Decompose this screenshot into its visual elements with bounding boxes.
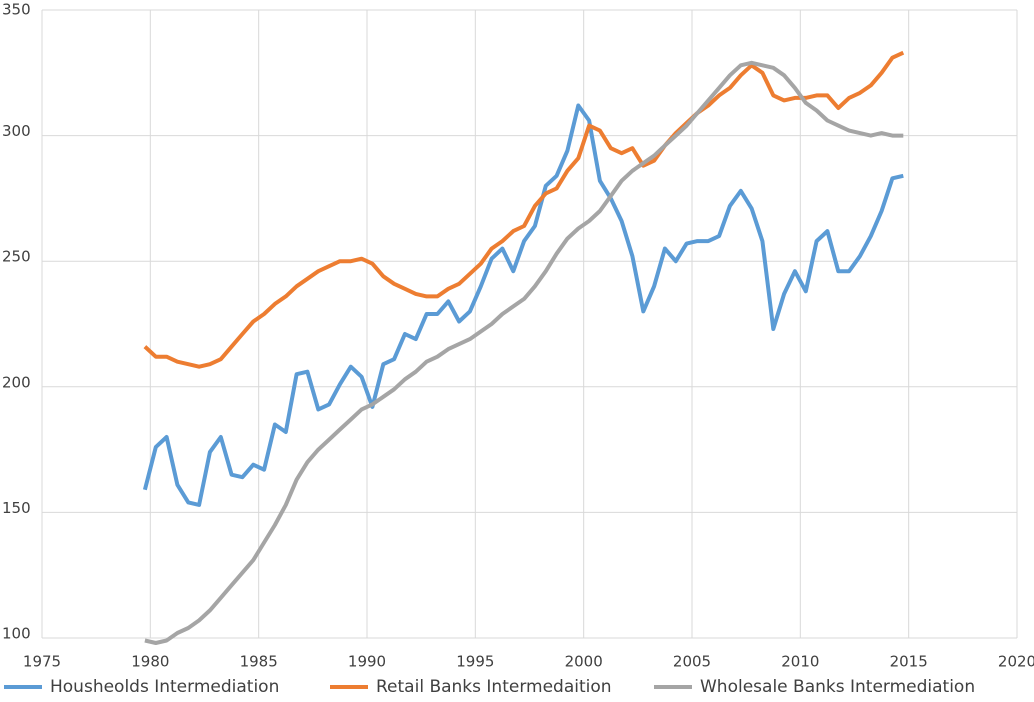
y-tick-label: 100: [2, 625, 31, 643]
x-tick-label: 1975: [23, 653, 61, 671]
y-tick-label: 350: [2, 1, 31, 19]
legend-label: Retail Banks Intermedaition: [376, 677, 612, 697]
x-tick-label: 2010: [781, 653, 819, 671]
x-tick-label: 2020: [998, 653, 1034, 671]
legend-label: Wholesale Banks Intermediation: [700, 677, 975, 697]
x-tick-label: 1985: [240, 653, 278, 671]
x-tick-label: 1980: [131, 653, 169, 671]
x-tick-label: 2000: [565, 653, 603, 671]
legend: Housheolds Intermediation Retail Banks In…: [4, 677, 975, 697]
x-tick-label: 2005: [673, 653, 711, 671]
series-line: [144, 60, 904, 645]
y-tick-label: 300: [2, 122, 31, 140]
y-tick-label: 200: [2, 373, 31, 391]
series-line: [143, 50, 905, 369]
series-line: [142, 103, 904, 507]
y-tick-label: 250: [2, 248, 31, 266]
x-tick-label: 2015: [890, 653, 928, 671]
x-tick-label: 1990: [348, 653, 386, 671]
x-tick-label: 1995: [456, 653, 494, 671]
y-tick-label: 150: [2, 499, 31, 517]
legend-label: Housheolds Intermediation: [50, 677, 279, 697]
